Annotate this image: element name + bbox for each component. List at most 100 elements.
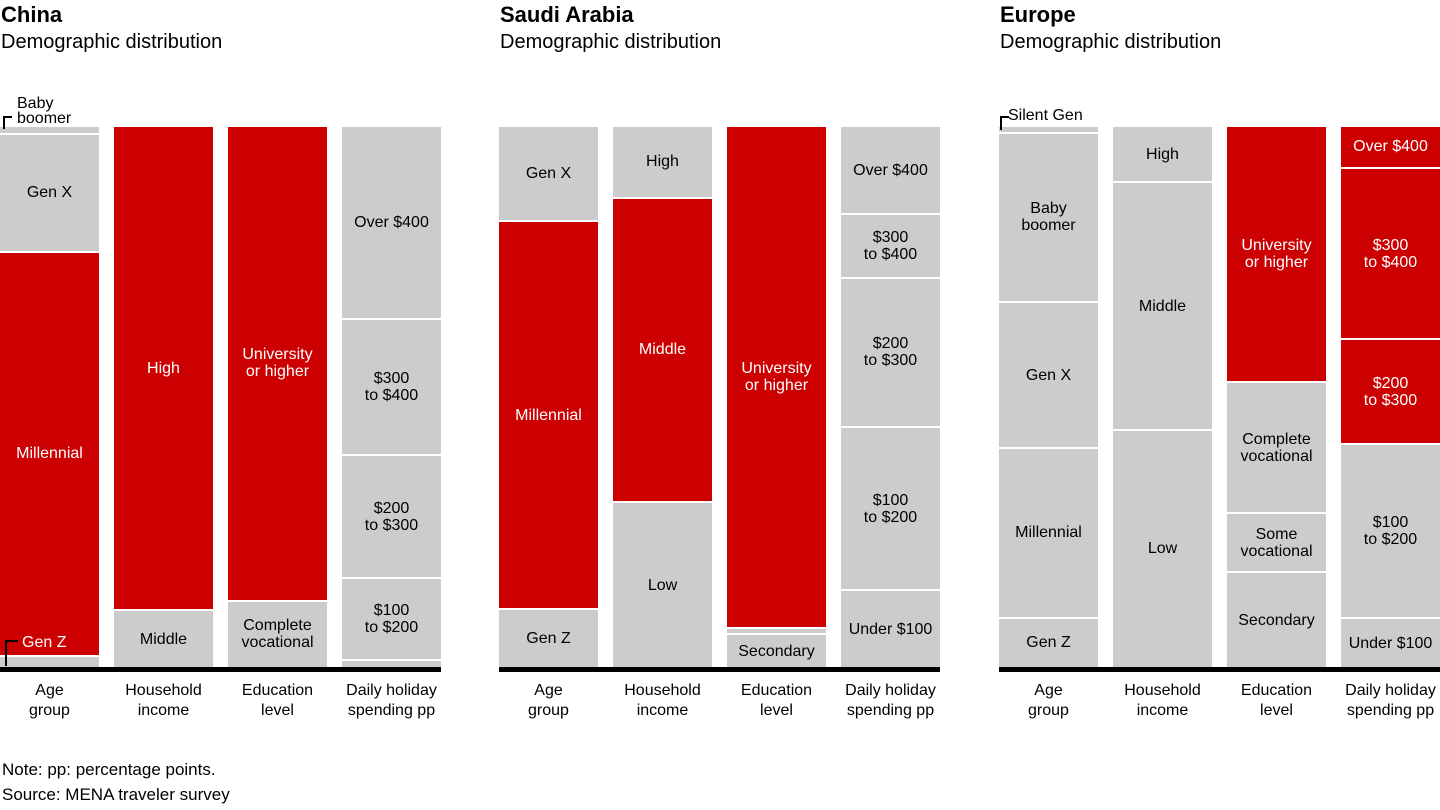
column-label-saudi-arabia-age-group: Age group <box>528 682 569 719</box>
segment-label-300-to-400: $300 to $400 <box>863 229 918 264</box>
segment-gen-z: Gen Z <box>999 618 1098 667</box>
column-label-saudi-arabia-household-income: Household income <box>624 682 701 719</box>
segment-label-high: High <box>646 153 679 171</box>
bar-china-daily-holiday-spending-pp: Over $400 $300 to $400 $200 to $300 $100 to… <box>342 127 441 667</box>
segment-300-to-400: $300 to $400 <box>841 215 940 277</box>
column-label-europe-household-income: Household income <box>1124 682 1201 719</box>
segment-label-under-100: Under $100 <box>1348 634 1433 652</box>
x-axis-line-europe <box>999 667 1440 672</box>
segment-label-secondary: Secondary <box>738 642 815 660</box>
segment-label-millennial: Millennial <box>1015 524 1082 542</box>
callout-label-gen-z: Gen Z <box>22 634 67 651</box>
segment-label-secondary: Secondary <box>1238 611 1315 629</box>
segment-200-to-300: $200 to $300 <box>342 455 441 578</box>
segment-label-100-to-200: $100 to $200 <box>364 601 419 636</box>
segment-label-university-or-higher: University or higher <box>1241 236 1312 271</box>
segment-label-middle: Middle <box>1138 297 1187 315</box>
segment-gen-x: Gen X <box>0 134 99 251</box>
panel-subtitle-europe: Demographic distribution <box>1000 31 1222 53</box>
segment-baby-boomer <box>0 127 99 133</box>
segment-under-100: Under $100 <box>1341 619 1440 667</box>
segment-label-university-or-higher: University or higher <box>242 346 313 381</box>
segment-label-gen-x: Gen X <box>525 165 572 183</box>
column-label-saudi-arabia-education-level: Education level <box>740 682 813 719</box>
segment-label-low: Low <box>647 576 678 594</box>
segment-university-or-higher: University or higher <box>228 127 327 600</box>
segment-high: High <box>1113 127 1212 182</box>
column-label-china-household-income: Household income <box>125 682 202 719</box>
segment-middle: Middle <box>613 198 712 502</box>
segment-label-gen-z: Gen Z <box>526 630 571 648</box>
column-label-europe-age-group: Age group <box>1028 682 1069 719</box>
segment-label-complete-vocational: Complete vocational <box>241 617 314 652</box>
callout-bracket-gen-z <box>5 640 18 666</box>
segment-under-100: Under $100 <box>841 591 940 668</box>
segment-some-vocational: Some vocational <box>1227 514 1326 572</box>
bar-china-education-level: University or higher Complete vocational <box>228 127 327 667</box>
panel-subtitle-china: Demographic distribution <box>1 31 223 53</box>
segment-middle: Middle <box>114 611 213 667</box>
callout-label-silent-gen: Silent Gen <box>1008 107 1083 124</box>
segment-label-300-to-400: $300 to $400 <box>364 370 419 405</box>
bar-saudi-arabia-household-income: High Middle Low <box>613 127 712 668</box>
column-label-europe-daily-holiday-spending-pp: Daily holiday spending pp <box>1345 682 1436 719</box>
segment-label-over-400: Over $400 <box>1353 138 1428 156</box>
segment-200-to-300: $200 to $300 <box>841 278 940 426</box>
callout-bracket-baby-boomer <box>3 116 12 129</box>
segment-gen-z <box>0 657 99 667</box>
segment-millennial: Millennial <box>999 449 1098 617</box>
segment-label-over-400: Over $400 <box>354 214 429 232</box>
segment-label-some-vocational: Some vocational <box>1240 525 1313 560</box>
callout-label-baby-boomer: Baby boomer <box>17 95 72 127</box>
bar-saudi-arabia-age-group: Gen X Millennial Gen Z <box>499 127 598 667</box>
segment-300-to-400: $300 to $400 <box>1341 168 1440 339</box>
bar-china-household-income: High Middle <box>114 127 213 667</box>
segment-complete-vocational: Complete vocational <box>228 601 327 667</box>
segment-label-gen-x: Gen X <box>26 184 73 201</box>
segment-label-high: High <box>1146 145 1179 163</box>
segment-label-under-100: Under $100 <box>848 620 933 638</box>
segment-label-high: High <box>147 359 180 377</box>
segment-300-to-400: $300 to $400 <box>342 320 441 454</box>
segment-100-to-200: $100 to $200 <box>841 427 940 590</box>
segment-low: Low <box>613 503 712 668</box>
column-label-china-education-level: Education level <box>241 682 314 719</box>
x-axis-line-china <box>0 667 441 672</box>
segment-100-to-200: $100 to $200 <box>342 579 441 659</box>
segment-university-or-higher: University or higher <box>727 127 826 628</box>
segment-label-200-to-300: $200 to $300 <box>1363 374 1418 409</box>
segment-over-400: Over $400 <box>1341 127 1440 167</box>
bar-europe-age-group: Baby boomer Gen X Millennial Gen Z <box>999 127 1098 667</box>
segment-label-200-to-300: $200 to $300 <box>863 335 918 370</box>
segment-label-millennial: Millennial <box>16 445 83 463</box>
column-label-saudi-arabia-daily-holiday-spending-pp: Daily holiday spending pp <box>845 682 936 719</box>
note-text: Note: pp: percentage points. <box>2 760 216 779</box>
segment-secondary: Secondary <box>1227 573 1326 667</box>
segment-high: High <box>114 127 213 610</box>
segment-millennial: Millennial <box>499 222 598 609</box>
segment-label-100-to-200: $100 to $200 <box>1363 514 1418 549</box>
segment-label-middle: Middle <box>139 630 188 648</box>
segment-over-400: Over $400 <box>841 127 940 214</box>
panel-title-china: China <box>1 2 63 27</box>
segment-label-millennial: Millennial <box>515 406 582 424</box>
bar-europe-household-income: High Middle Low <box>1113 127 1212 667</box>
segment-gen-x: Gen X <box>999 302 1098 448</box>
panel-subtitle-saudi-arabia: Demographic distribution <box>500 31 722 53</box>
bar-saudi-arabia-daily-holiday-spending-pp: Over $400 $300 to $400 $200 to $300 $100 to… <box>841 127 940 668</box>
callout-bracket-silent-gen <box>1000 116 1009 130</box>
column-label-china-daily-holiday-spending-pp: Daily holiday spending pp <box>346 682 437 719</box>
column-label-china-age-group: Age group <box>29 682 70 719</box>
segment-silent-gen <box>999 127 1098 132</box>
segment-university-or-higher: University or higher <box>1227 127 1326 381</box>
segment-secondary: Secondary <box>727 635 826 667</box>
segment-label-over-400: Over $400 <box>853 161 928 179</box>
bar-europe-education-level: University or higher Complete vocational S… <box>1227 127 1326 667</box>
segment-baby-boomer: Baby boomer <box>999 133 1098 301</box>
segment-low: Low <box>1113 430 1212 667</box>
segment-millennial: Millennial <box>0 252 99 655</box>
column-label-europe-education-level: Education level <box>1240 682 1313 719</box>
segment-label-baby-boomer: Baby boomer <box>1021 200 1076 235</box>
segment-over-400: Over $400 <box>342 127 441 319</box>
